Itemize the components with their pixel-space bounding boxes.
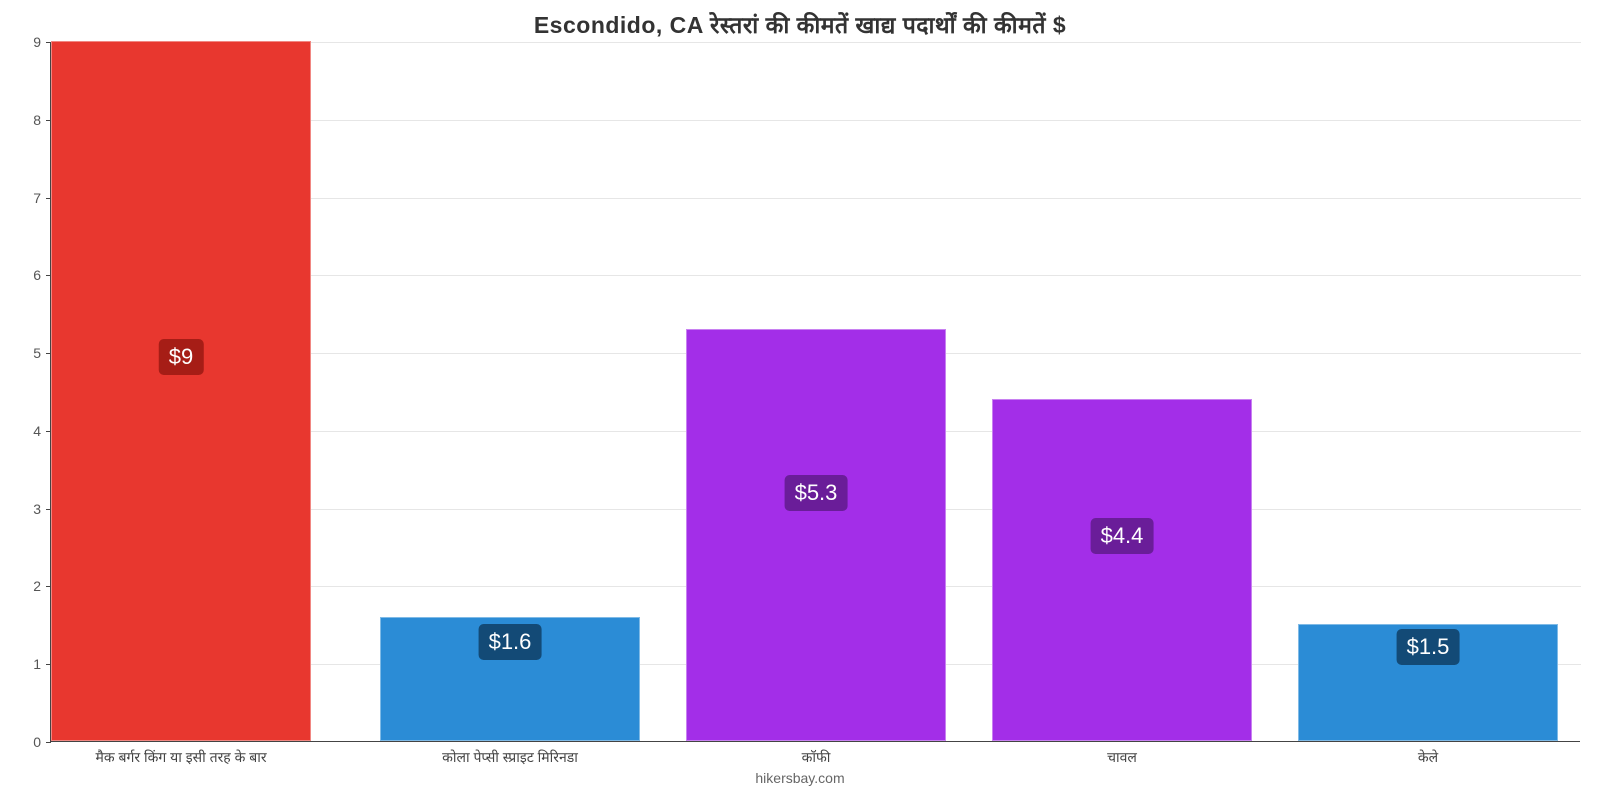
ytick-label: 5 [11,345,41,361]
bar [686,329,946,741]
ytick-label: 0 [11,734,41,750]
bar-value-label: $1.6 [479,624,542,660]
ytick-label: 4 [11,423,41,439]
xaxis-label: चावल [1107,748,1137,767]
plot-box: 0123456789$9मैक बर्गर किंग या इसी तरह के… [50,42,1580,742]
bar [992,399,1252,741]
attribution-text: hikersbay.com [0,770,1600,786]
ytick-label: 8 [11,112,41,128]
ytick-label: 3 [11,501,41,517]
ytick-label: 9 [11,34,41,50]
xaxis-label: केले [1418,748,1438,767]
ytick-label: 7 [11,190,41,206]
bar [51,41,311,741]
bar-value-label: $9 [159,339,203,375]
xaxis-label: मैक बर्गर किंग या इसी तरह के बार [95,748,266,767]
ytick-label: 1 [11,656,41,672]
ytick-mark [46,742,51,743]
bar-value-label: $5.3 [785,475,848,511]
xaxis-label: कॉफी [802,748,831,767]
bar-value-label: $1.5 [1397,629,1460,665]
bar-value-label: $4.4 [1091,518,1154,554]
ytick-label: 2 [11,578,41,594]
xaxis-label: कोला पेप्सी स्प्राइट मिरिनडा [442,748,578,767]
chart-plot-area: 0123456789$9मैक बर्गर किंग या इसी तरह के… [50,42,1580,742]
ytick-label: 6 [11,267,41,283]
